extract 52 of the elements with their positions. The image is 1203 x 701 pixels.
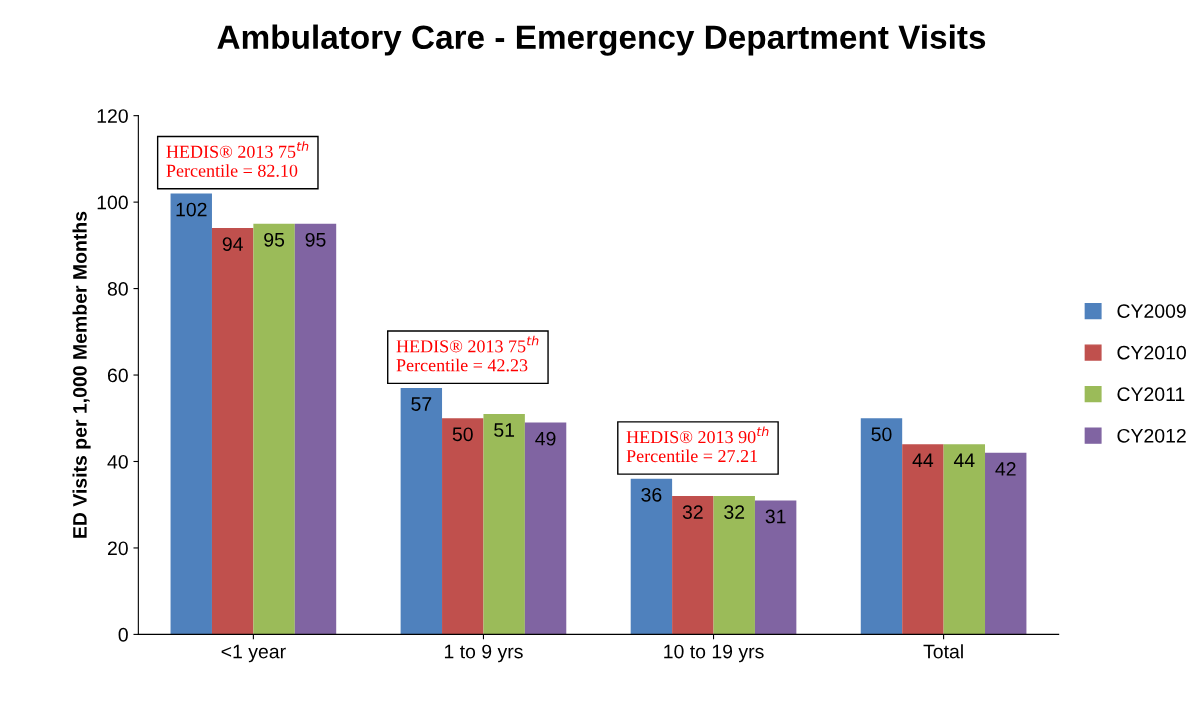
bar	[442, 418, 484, 635]
data-label: 32	[682, 505, 703, 519]
annotation: HEDIS® 2013 75$^{th}$ Percentile = 42.23	[396, 335, 539, 372]
data-label: 95	[305, 232, 326, 247]
data-label: 36	[641, 487, 662, 502]
y-tick-label: 100	[97, 195, 128, 210]
legend-label: CY2012	[1117, 428, 1186, 443]
bar	[860, 418, 903, 635]
x-tick-label: <1 year	[221, 644, 286, 663]
y-axis-title: ED Visits per 1,000 Member Months	[72, 211, 91, 538]
bar	[400, 388, 443, 635]
bar	[902, 444, 944, 635]
legend-label: CY2010	[1117, 345, 1186, 360]
bar	[253, 223, 295, 635]
bar	[630, 478, 673, 635]
data-label: 31	[765, 509, 786, 524]
y-tick-label: 120	[97, 109, 128, 123]
bar	[672, 496, 714, 635]
chart-title: Ambulatory Care - Emergency Department Visits	[217, 24, 986, 56]
x-tick-label: 1 to 9 yrs	[444, 644, 523, 663]
legend-label: CY2011	[1117, 387, 1185, 402]
y-tick-label: 40	[107, 454, 128, 469]
y-tick-label: 60	[107, 368, 128, 383]
data-label: 102	[176, 202, 207, 217]
bar	[211, 228, 254, 635]
x-tick-label: Total	[923, 644, 963, 659]
bar	[170, 193, 212, 635]
y-tick-label: 0	[118, 627, 128, 642]
x-tick-label: 10 to 19 yrs	[664, 644, 764, 663]
bar	[294, 223, 337, 635]
bar	[483, 413, 525, 635]
bar	[524, 422, 567, 635]
data-label: 44	[912, 453, 934, 467]
data-label: 32	[724, 505, 745, 519]
legend-label: CY2009	[1117, 304, 1186, 318]
data-label: 95	[264, 232, 285, 247]
bar	[943, 444, 986, 635]
bar	[985, 452, 1027, 635]
annotation: HEDIS® 2013 75$^{th}$ Percentile = 82.10	[166, 141, 309, 177]
data-label: 42	[995, 462, 1016, 476]
data-label: 94	[222, 237, 243, 251]
data-label: 51	[494, 423, 515, 437]
data-label: 44	[953, 453, 975, 467]
data-label: 49	[535, 431, 556, 446]
data-label: 50	[452, 427, 473, 442]
data-label: 50	[871, 427, 892, 442]
annotation: HEDIS® 2013 90$^{th}$ Percentile = 27.21	[626, 426, 769, 463]
bar	[754, 500, 797, 635]
data-label: 57	[411, 397, 432, 411]
y-tick-label: 80	[107, 282, 128, 296]
bar	[713, 496, 755, 635]
y-tick-label: 20	[107, 541, 128, 556]
